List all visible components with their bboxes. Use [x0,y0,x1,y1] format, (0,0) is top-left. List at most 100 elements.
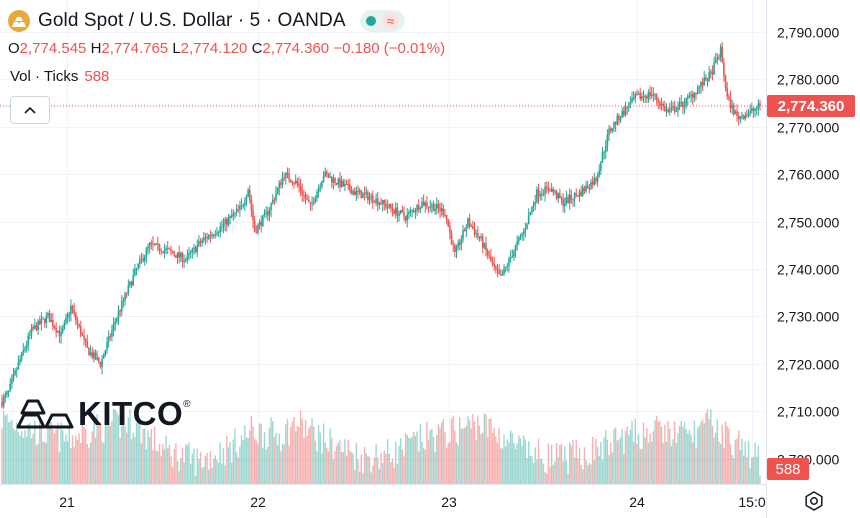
price-axis[interactable]: 2,790.000 2,780.000 2,770.000 2,760.000 2,75… [777,25,839,468]
volume-legend[interactable]: Vol · Ticks 588 [10,68,109,85]
volume-bar [395,441,397,484]
candle [741,111,743,120]
volume-bar [422,447,425,484]
candle [618,113,620,126]
candle [119,308,121,318]
status-badge[interactable]: ≈ [359,10,406,32]
candle [135,267,138,276]
candle [703,70,706,86]
candle [30,323,33,340]
volume-bar [710,409,712,484]
candle [522,228,525,241]
volume-bar [501,448,504,484]
candle [171,250,174,254]
volume-bar [385,453,387,484]
candle [76,316,79,330]
candle [455,244,458,259]
candle [472,220,474,230]
volume-bar [434,452,436,484]
volume-bar [662,443,664,484]
volume-bar [711,425,714,484]
candle [299,178,302,197]
volume-bar [337,442,340,484]
candle [142,253,144,263]
volume-bar [125,432,128,484]
volume-bar [723,447,725,484]
volume-bar [757,445,760,484]
volume-bar [316,451,318,484]
candle [632,91,635,101]
volume-bar [537,438,540,484]
candle [294,174,297,185]
candle [650,87,653,99]
candle [506,263,509,272]
candle [693,92,696,103]
volume-bar [291,421,294,484]
time-axis[interactable]: 21 22 23 24 15:0 [59,494,766,510]
volume-bar [404,433,407,484]
volume-bar [424,449,426,484]
volume-bar [488,419,490,484]
volume-bar [232,439,235,484]
candle [368,192,371,206]
volume-bar [319,432,321,484]
candle [191,247,194,259]
volume-bar [598,455,600,484]
volume-bar [272,421,274,484]
candle [499,268,502,276]
candle [1,394,3,409]
volume-bar [377,457,379,484]
volume-bar [84,429,87,484]
candle [176,252,179,264]
settings-icon[interactable] [803,490,825,512]
volume-bar [362,472,364,484]
volume-bar [441,422,443,484]
volume-bar [81,424,84,484]
volume-bar [70,447,72,484]
volume-bar [240,435,243,484]
volume-bar [162,444,164,484]
candle [140,252,143,264]
volume-bar [591,436,594,484]
volume-bar [71,435,74,484]
candle [608,125,610,141]
candle [582,184,584,197]
candle [181,251,184,268]
symbol-title[interactable]: Gold Spot / U.S. Dollar · 5 · OANDA [38,10,346,31]
candle [435,197,438,215]
candle [409,206,412,217]
candle [275,185,277,204]
volume-bar [155,450,157,484]
volume-bar [692,442,694,484]
volume-bar [275,432,277,484]
volume-bar [491,432,494,484]
candle [143,254,146,266]
candle [660,97,663,111]
candle [314,195,317,204]
candle [263,209,266,218]
volume-bar [309,425,312,484]
volume-bar [657,421,659,484]
candle [381,199,384,212]
candle [698,85,701,94]
volume-bar [746,457,748,484]
volume-bar [459,417,461,484]
volume-bar [608,455,610,484]
volume-bar [293,417,295,484]
candle [463,227,466,232]
gold-bars-icon[interactable] [8,10,30,32]
volume-bar [493,427,495,484]
volume-bar [168,444,171,484]
volume-bar [646,427,648,484]
collapse-legend-button[interactable] [10,96,50,124]
candle [454,243,456,258]
volume-bar [593,460,595,484]
volume-bar [303,437,305,484]
candle [606,129,609,152]
candle [65,313,67,326]
candle [244,197,246,212]
volume-bar [605,429,607,484]
candle [401,205,404,213]
volume-bar [380,452,382,484]
